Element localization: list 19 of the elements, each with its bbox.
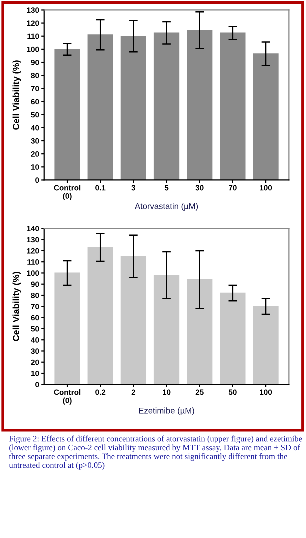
bar (253, 54, 279, 180)
bar (154, 275, 180, 385)
y-axis-title: Cell Viability (%) (12, 272, 22, 342)
bar (187, 30, 213, 180)
bar (253, 306, 279, 385)
bar (54, 272, 80, 385)
bar (120, 36, 147, 180)
bar (220, 292, 246, 385)
bar (220, 32, 246, 180)
x-axis-title: Atorvastatin (µM) (134, 203, 198, 211)
bar (120, 256, 147, 385)
bar (154, 32, 180, 180)
bar (88, 34, 114, 180)
bar (88, 247, 114, 385)
y-axis-title: Cell Viability (%) (12, 60, 22, 130)
caption: Figure 2: Effects of different concentrations of atorvastatin (upper figure) and ezetimibe (lower figure) on Caco-2 cell viability measured by MTT assay. Data are mean ± SD of three separate experiments. The treatments were not significantly different from the untreated control at (p>0.05) (9, 436, 302, 470)
x-axis-title: Ezetimibe (µM) (139, 408, 194, 416)
bar (54, 49, 80, 180)
bar (187, 279, 213, 385)
